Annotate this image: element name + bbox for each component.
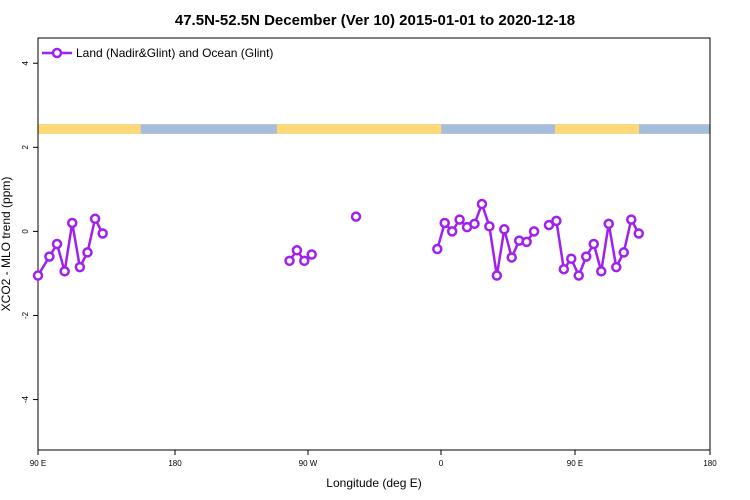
data-point	[521, 236, 532, 248]
data-point	[573, 270, 584, 281]
data-point	[32, 270, 44, 281]
data-point	[44, 251, 55, 262]
data-point	[581, 251, 592, 262]
plot-frame	[37, 37, 711, 451]
legend-entry-label: Land (Nadir&Glint) and Ocean (Glint)	[76, 46, 273, 60]
data-point	[528, 226, 540, 237]
data-point	[603, 218, 614, 230]
x-axis-label: Longitude (deg E)	[326, 476, 421, 490]
land-band	[555, 124, 640, 134]
y-axis-label: XCO2 - MLO trend (ppm)	[0, 177, 13, 312]
data-point	[439, 217, 450, 229]
data-point	[476, 198, 488, 210]
x-tick-label: 180	[703, 459, 717, 468]
y-tick-label: 4	[21, 60, 30, 65]
land-band	[38, 124, 141, 134]
y-tick-label: 0	[21, 229, 30, 234]
y-tick-label: -4	[21, 395, 30, 403]
data-point	[626, 214, 637, 225]
data-point	[51, 238, 63, 250]
data-point	[469, 218, 480, 230]
data-point	[551, 215, 562, 227]
data-point	[499, 224, 510, 235]
data-point	[484, 221, 495, 232]
data-point	[596, 266, 607, 277]
data-point	[74, 261, 86, 273]
series-layer	[32, 198, 644, 281]
data-point	[82, 247, 93, 258]
x-tick-label: 180	[168, 459, 182, 468]
data-point	[284, 255, 295, 267]
y-tick-label: -2	[21, 311, 30, 319]
data-point	[350, 211, 362, 222]
data-point	[618, 247, 629, 258]
data-point	[59, 266, 70, 277]
y-axis: 4 2 0 -2 -4	[21, 60, 38, 403]
legend: Land (Nadir&Glint) and Ocean (Glint)	[42, 46, 273, 60]
x-axis: 90 E 180 90 W 0 90 E 180	[30, 450, 717, 468]
data-point	[291, 245, 303, 256]
chart-title: 47.5N-52.5N December (Ver 10) 2015-01-01…	[175, 12, 575, 29]
data-point	[97, 228, 108, 239]
land-band	[276, 124, 442, 134]
x-tick-label: 0	[439, 459, 444, 468]
data-point	[67, 217, 78, 229]
x-tick-label: 90 E	[30, 459, 46, 468]
x-tick-label: 90 E	[567, 459, 583, 468]
y-tick-label: 2	[21, 145, 30, 150]
x-tick-label: 90 W	[299, 459, 318, 468]
data-point	[446, 226, 458, 237]
land-ocean-bar	[38, 124, 710, 134]
data-point	[611, 261, 622, 273]
data-point	[454, 214, 465, 225]
legend-point-marker	[51, 47, 63, 59]
data-point	[299, 255, 310, 267]
data-point	[89, 213, 101, 225]
data-point	[588, 238, 599, 250]
data-point	[432, 243, 443, 255]
data-point	[558, 263, 570, 275]
data-point	[306, 249, 317, 260]
data-point	[633, 228, 644, 239]
data-point	[491, 270, 503, 281]
data-point	[543, 219, 555, 231]
data-point	[566, 253, 577, 264]
data-point	[506, 252, 517, 263]
